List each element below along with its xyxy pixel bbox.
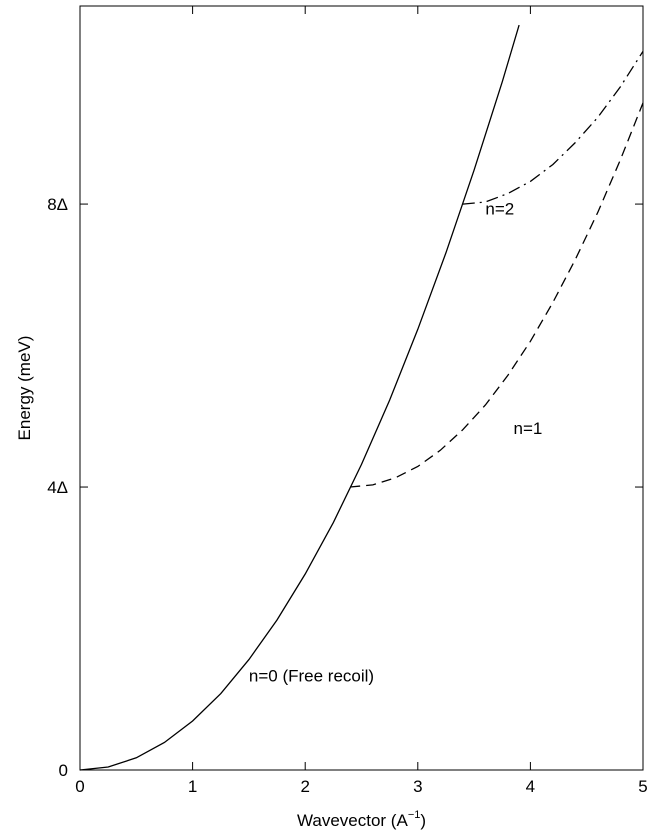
x-axis-label-main: Wavevector (A xyxy=(297,811,409,830)
x-tick-label: 0 xyxy=(75,777,84,796)
x-axis-label-close: ) xyxy=(420,811,426,830)
series-line-0 xyxy=(79,24,520,771)
x-axis-label-sup: −1 xyxy=(408,809,421,821)
curve-annotation: n=1 xyxy=(514,419,543,438)
x-tick-label: 4 xyxy=(526,777,535,796)
y-tick-label: 8Δ xyxy=(47,195,68,214)
series-lines xyxy=(79,24,644,771)
series-line-2 xyxy=(462,50,644,205)
plot-frame xyxy=(79,5,644,771)
x-tick-label: 5 xyxy=(638,777,647,796)
x-tick-label: 1 xyxy=(188,777,197,796)
x-tick-label: 3 xyxy=(413,777,422,796)
curve-annotation: n=2 xyxy=(485,200,514,219)
axis-tick-labels: 0 1 2 3 4 5 0 4Δ 8Δ xyxy=(47,195,648,796)
curve-annotations: n=0 (Free recoil) n=1 n=2 xyxy=(249,200,542,686)
y-axis-label: Energy (meV) xyxy=(15,336,34,441)
curve-annotation: n=0 (Free recoil) xyxy=(249,667,374,686)
series-line-1 xyxy=(350,102,644,488)
x-tick-label: 2 xyxy=(300,777,309,796)
axis-ticks xyxy=(79,6,644,771)
x-axis-label: Wavevector (A−1) xyxy=(297,809,426,830)
y-tick-label: 0 xyxy=(59,761,68,780)
y-tick-label: 4Δ xyxy=(47,478,68,497)
